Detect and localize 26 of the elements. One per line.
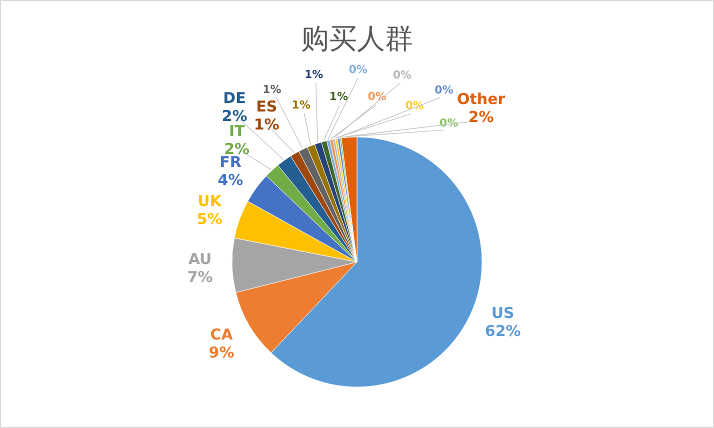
data-label: 0%: [392, 68, 412, 82]
data-label: 1%: [292, 98, 310, 112]
slice-label: US: [491, 304, 514, 322]
slice-label: ES: [256, 98, 278, 116]
slice-label: FR: [220, 153, 242, 172]
data-label: 7%: [187, 268, 213, 286]
data-label: 0%: [368, 90, 386, 104]
data-label: 1%: [304, 68, 324, 81]
data-label: 62%: [484, 322, 521, 340]
data-label: 0%: [405, 99, 424, 112]
data-label: 0%: [348, 63, 368, 76]
data-label: 2%: [468, 108, 494, 126]
data-label: 5%: [196, 210, 222, 228]
data-label: 1%: [254, 116, 280, 134]
slice-label: UK: [198, 192, 223, 210]
slice-label: CA: [210, 325, 234, 344]
slice-label: DE: [223, 88, 246, 107]
slice-label: Other: [456, 90, 506, 108]
data-label: 0%: [440, 116, 458, 130]
slice-label: AU: [188, 250, 212, 268]
data-label: 1%: [262, 82, 282, 96]
data-label: 4%: [218, 171, 244, 190]
chart-title: 购买人群: [301, 22, 413, 55]
data-label: 0%: [434, 84, 454, 97]
data-label: 1%: [329, 90, 348, 104]
data-label: 9%: [208, 343, 234, 362]
